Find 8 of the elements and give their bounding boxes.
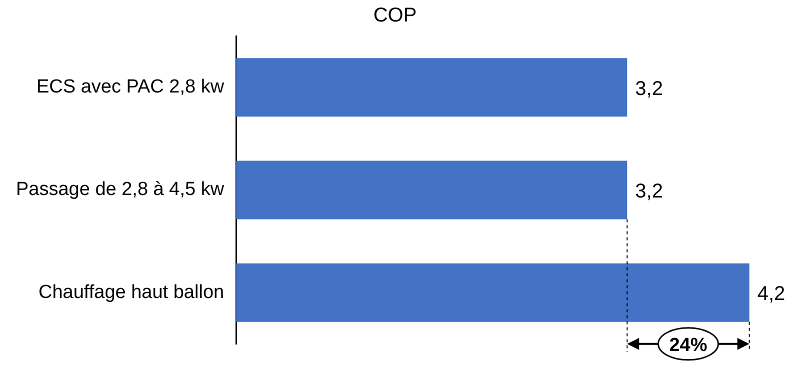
data-label: 3,2 (635, 78, 663, 100)
data-label: 3,2 (635, 180, 663, 203)
y-tick-label: Chauffage haut ballon (38, 282, 224, 303)
annotation: 24% (669, 334, 708, 356)
y-tick-label: Passage de 2,8 à 4,5 kw (16, 179, 224, 200)
chart-title: COP (373, 4, 417, 27)
data-label: 4,2 (757, 283, 786, 306)
y-tick-label: ECS avec PAC 2,8 kw (36, 76, 224, 98)
